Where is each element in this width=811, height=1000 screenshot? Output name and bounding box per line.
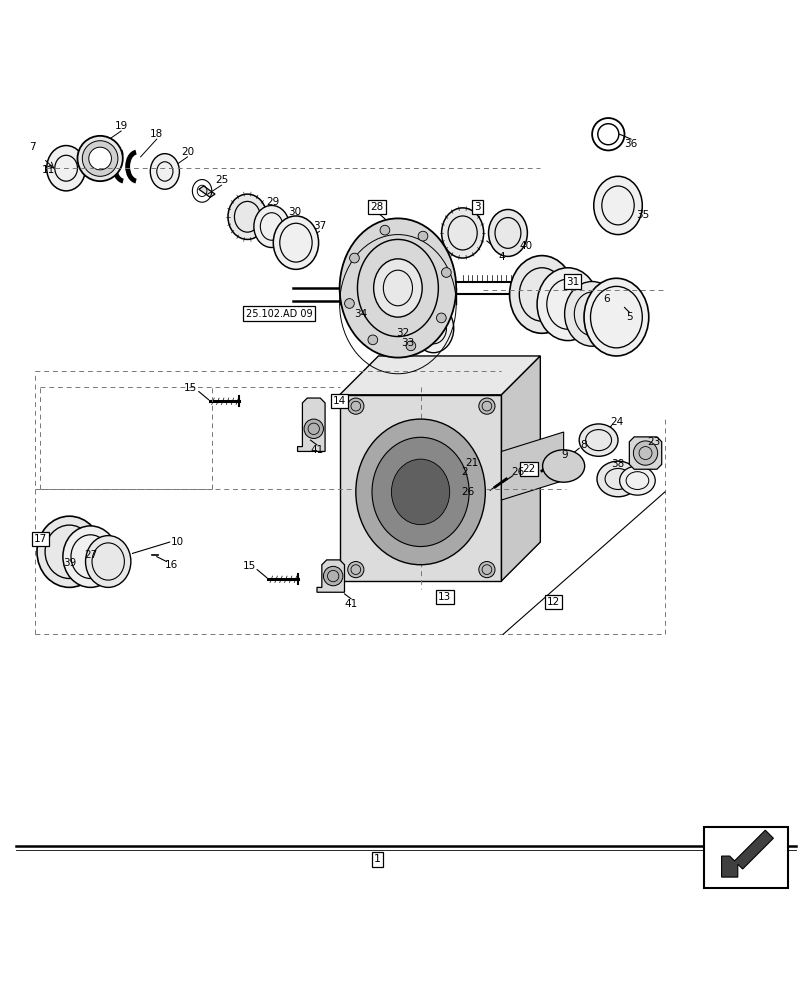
Text: 33: 33	[401, 338, 414, 348]
Text: 18: 18	[150, 129, 163, 139]
Ellipse shape	[564, 282, 619, 346]
Text: 34: 34	[354, 309, 367, 319]
Circle shape	[344, 299, 354, 308]
Polygon shape	[339, 395, 501, 581]
Ellipse shape	[228, 194, 267, 239]
Text: 26: 26	[461, 487, 474, 497]
Ellipse shape	[488, 209, 526, 256]
Text: 25.102.AD 09: 25.102.AD 09	[246, 309, 312, 319]
Text: 28: 28	[370, 202, 383, 212]
Ellipse shape	[536, 268, 598, 341]
Text: 19: 19	[114, 121, 127, 131]
Ellipse shape	[355, 419, 485, 565]
Circle shape	[88, 147, 111, 170]
Ellipse shape	[339, 218, 456, 358]
Polygon shape	[339, 356, 539, 395]
Ellipse shape	[578, 424, 617, 456]
Text: 20: 20	[181, 147, 194, 157]
Text: 29: 29	[266, 197, 280, 207]
Ellipse shape	[509, 256, 573, 333]
Ellipse shape	[47, 146, 85, 191]
Text: 31: 31	[565, 277, 578, 287]
Polygon shape	[297, 398, 324, 451]
Circle shape	[82, 141, 118, 176]
Text: 5: 5	[625, 312, 632, 322]
Circle shape	[77, 136, 122, 181]
Circle shape	[380, 225, 389, 235]
Text: 22: 22	[521, 464, 535, 474]
Circle shape	[303, 419, 323, 438]
Text: 1: 1	[374, 854, 380, 864]
Ellipse shape	[542, 450, 584, 482]
Ellipse shape	[413, 304, 453, 353]
Circle shape	[323, 566, 342, 586]
Ellipse shape	[401, 291, 449, 349]
Circle shape	[478, 398, 495, 414]
Circle shape	[347, 398, 363, 414]
Polygon shape	[316, 560, 344, 592]
Text: 32: 32	[396, 328, 409, 338]
Ellipse shape	[62, 526, 118, 587]
Text: 41: 41	[310, 445, 324, 455]
Text: 37: 37	[312, 221, 326, 231]
Circle shape	[436, 313, 446, 323]
Text: 40: 40	[518, 241, 532, 251]
Ellipse shape	[619, 466, 654, 495]
Circle shape	[347, 562, 363, 578]
Ellipse shape	[37, 516, 101, 587]
Ellipse shape	[371, 437, 469, 547]
Text: 10: 10	[171, 537, 184, 547]
Text: 8: 8	[580, 440, 586, 450]
Circle shape	[350, 253, 359, 263]
Ellipse shape	[273, 216, 318, 269]
Polygon shape	[501, 356, 539, 581]
Text: 11: 11	[41, 165, 55, 175]
Text: 27: 27	[84, 550, 97, 560]
Text: 26: 26	[510, 467, 524, 477]
Ellipse shape	[254, 205, 289, 248]
Polygon shape	[501, 432, 563, 500]
Text: 15: 15	[184, 383, 197, 393]
Ellipse shape	[150, 154, 179, 189]
Text: 13: 13	[438, 592, 451, 602]
Text: 21: 21	[466, 458, 478, 468]
Ellipse shape	[583, 278, 648, 356]
Polygon shape	[199, 186, 215, 197]
Text: 24: 24	[609, 417, 622, 427]
Circle shape	[418, 231, 427, 241]
Ellipse shape	[593, 176, 642, 235]
Text: 4: 4	[498, 252, 504, 262]
Ellipse shape	[85, 536, 131, 587]
Ellipse shape	[441, 208, 483, 258]
Text: 7: 7	[29, 142, 36, 152]
Circle shape	[367, 335, 377, 345]
Circle shape	[406, 341, 415, 351]
Polygon shape	[629, 437, 661, 469]
Text: 23: 23	[646, 437, 659, 447]
Text: 14: 14	[333, 396, 345, 406]
Text: 38: 38	[611, 459, 624, 469]
Text: 9: 9	[560, 450, 567, 460]
Text: 35: 35	[635, 210, 648, 220]
Text: 2: 2	[461, 467, 467, 477]
Polygon shape	[721, 830, 772, 877]
Text: 6: 6	[603, 294, 609, 304]
Text: 36: 36	[624, 139, 637, 149]
Text: 30: 30	[288, 207, 302, 217]
Text: 15: 15	[242, 561, 255, 571]
Text: 25: 25	[215, 175, 228, 185]
Text: 16: 16	[165, 560, 178, 570]
Ellipse shape	[373, 259, 422, 317]
Text: 12: 12	[546, 597, 560, 607]
Text: 3: 3	[474, 202, 480, 212]
Ellipse shape	[391, 459, 449, 525]
FancyBboxPatch shape	[703, 827, 787, 888]
Circle shape	[633, 441, 657, 465]
Circle shape	[478, 562, 495, 578]
Circle shape	[441, 268, 451, 277]
Text: 17: 17	[33, 534, 47, 544]
Text: 39: 39	[62, 558, 76, 568]
Ellipse shape	[596, 461, 638, 497]
Text: 41: 41	[344, 599, 357, 609]
